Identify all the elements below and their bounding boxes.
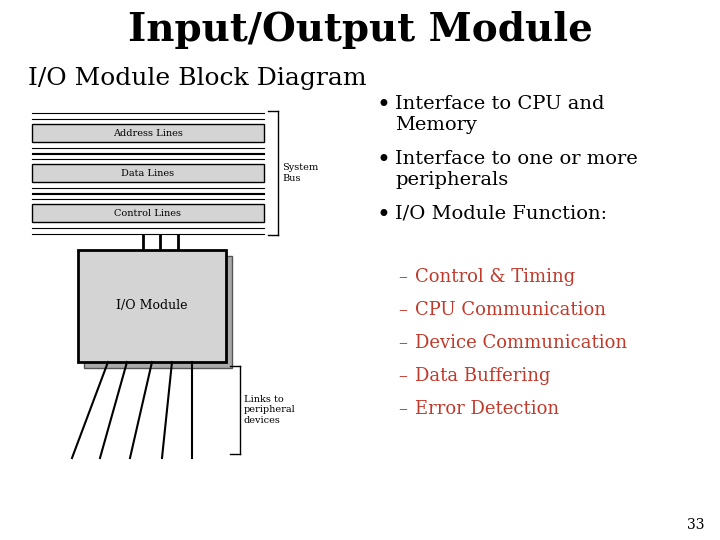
Text: –: –: [398, 301, 407, 319]
Bar: [32, 124, 264, 142]
Text: System
Bus: System Bus: [282, 163, 318, 183]
Text: –: –: [398, 367, 407, 385]
Text: 33: 33: [688, 518, 705, 532]
Text: Interface to one or more
peripherals: Interface to one or more peripherals: [395, 150, 638, 189]
Text: Device Communication: Device Communication: [415, 334, 627, 352]
Text: I/O Module Block Diagram: I/O Module Block Diagram: [28, 66, 366, 90]
Bar: [84, 256, 232, 368]
Text: –: –: [398, 268, 407, 286]
Text: •: •: [377, 94, 391, 117]
Text: Address Lines: Address Lines: [113, 129, 183, 138]
Bar: [32, 204, 264, 222]
Bar: [78, 250, 226, 362]
Text: Data Buffering: Data Buffering: [415, 367, 551, 385]
Text: Error Detection: Error Detection: [415, 400, 559, 418]
Bar: [32, 164, 264, 182]
Text: Interface to CPU and
Memory: Interface to CPU and Memory: [395, 95, 605, 134]
Text: Links to
peripheral
devices: Links to peripheral devices: [244, 395, 296, 425]
Text: •: •: [377, 204, 391, 227]
Text: CPU Communication: CPU Communication: [415, 301, 606, 319]
Text: I/O Module: I/O Module: [116, 300, 188, 313]
Text: Control Lines: Control Lines: [114, 208, 181, 218]
Text: –: –: [398, 400, 407, 418]
Text: •: •: [377, 149, 391, 172]
Text: –: –: [398, 334, 407, 352]
Text: Input/Output Module: Input/Output Module: [127, 11, 593, 49]
Text: Control & Timing: Control & Timing: [415, 268, 575, 286]
Text: Data Lines: Data Lines: [122, 168, 174, 178]
Text: I/O Module Function:: I/O Module Function:: [395, 205, 607, 223]
